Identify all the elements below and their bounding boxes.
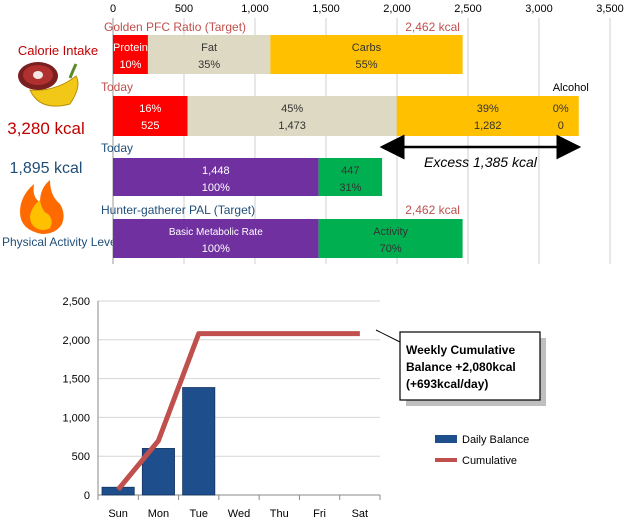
bar-segment <box>187 96 397 136</box>
bar-segment <box>113 96 188 136</box>
segment-value: 55% <box>355 59 377 71</box>
segment-value: 0 <box>558 120 564 132</box>
segment-label: 39% <box>477 103 499 115</box>
y-tick-label: 2,500 <box>62 296 90 308</box>
cumulative-line <box>116 331 360 492</box>
row-title: Golden PFC Ratio (Target) <box>104 20 246 34</box>
segment-value: 31% <box>339 182 361 194</box>
segment-value: 1,282 <box>474 120 502 132</box>
segment-label: Activity <box>373 226 408 238</box>
x-category-label: Fri <box>313 508 326 520</box>
bar-segment <box>113 219 319 258</box>
x-category-label: Wed <box>228 508 250 520</box>
x-category-label: Mon <box>148 508 169 520</box>
legend-swatch-daily <box>435 435 457 443</box>
food-icon <box>18 62 79 107</box>
bar-segment <box>147 35 271 74</box>
y-tick-label: 0 <box>84 490 90 502</box>
segment-value: 10% <box>119 59 141 71</box>
x-tick-label: 3,500 <box>596 3 624 15</box>
x-tick-label: 2,000 <box>383 3 411 15</box>
alcohol-label: Alcohol <box>553 82 589 94</box>
bar-segment <box>113 35 148 74</box>
bar-rows: Golden PFC Ratio (Target) Protein 10% Fat 35… <box>101 20 589 258</box>
callout-box: Weekly Cumulative Balance +2,080kcal (+6… <box>375 329 546 406</box>
bar-segment <box>396 96 579 136</box>
y-axis: 0 500 1,000 1,500 2,000 2,500 <box>62 296 381 502</box>
segment-label: 1,448 <box>202 165 230 177</box>
x-category-label: Sat <box>352 508 369 520</box>
segment-value: 70% <box>380 243 402 255</box>
y-tick-label: 500 <box>72 451 90 463</box>
bar-segment <box>270 35 463 74</box>
calorie-intake-value: 3,280 kcal <box>7 119 85 138</box>
x-tick-label: 500 <box>175 3 193 15</box>
segment-label: Basic Metabolic Rate <box>169 227 263 238</box>
flame-icon <box>20 180 64 234</box>
physical-activity-label: Physical Activity Level <box>2 235 119 249</box>
x-tick-label: 3,000 <box>525 3 553 15</box>
row-title: Today <box>101 80 133 94</box>
callout-line-1: Weekly Cumulative <box>406 343 515 357</box>
calorie-intake-label: Calorie Intake <box>18 43 98 58</box>
excess-label: Excess 1,385 kcal <box>424 154 538 170</box>
segment-label: Carbs <box>352 42 382 54</box>
physical-activity-line: Physical Activity Level <box>2 235 119 249</box>
y-tick-label: 1,000 <box>62 412 90 424</box>
legend: Daily Balance Cumulative <box>435 434 529 467</box>
x-category-label: Tue <box>189 508 208 520</box>
x-category-label: Thu <box>270 508 289 520</box>
x-category-label: Sun <box>108 508 128 520</box>
segment-value: 100% <box>202 182 230 194</box>
pfc-stacked-bar-chart: Calorie Intake 3,280 kcal 1,895 kcal Phy… <box>2 3 624 264</box>
segment-label: 0% <box>553 103 569 115</box>
row-total-label: 2,462 kcal <box>405 203 460 217</box>
bar-segment <box>318 219 463 258</box>
callout-line-2: Balance +2,080kcal <box>406 360 516 374</box>
x-tick-label: 0 <box>110 3 116 15</box>
row-total-label: 2,462 kcal <box>405 20 460 34</box>
bar-segment <box>318 158 383 196</box>
x-tick-label: 1,000 <box>241 3 269 15</box>
segment-value: 35% <box>198 59 220 71</box>
category-labels: Sun Mon Tue Wed Thu Fri Sat <box>108 508 368 520</box>
daily-balance-bar <box>182 387 216 496</box>
weekly-balance-chart: 0 500 1,000 1,500 2,000 2,500 Sun Mon Tue Wed Thu… <box>62 296 546 520</box>
segment-label: Fat <box>201 42 217 54</box>
segment-label: 447 <box>341 165 359 177</box>
segment-value: 525 <box>141 120 159 132</box>
x-tick-label: 2,500 <box>454 3 482 15</box>
segment-value: 100% <box>202 243 230 255</box>
legend-label-cumulative: Cumulative <box>462 455 517 467</box>
segment-label: 45% <box>281 103 303 115</box>
x-tick-label: 1,500 <box>312 3 340 15</box>
row-title: Today <box>101 141 133 155</box>
calorie-burn-value: 1,895 kcal <box>10 160 83 177</box>
cumulative-series-line <box>116 331 360 492</box>
callout-line-3: (+693kcal/day) <box>406 377 488 391</box>
legend-label-daily: Daily Balance <box>462 434 529 446</box>
segment-label: Protein <box>113 42 148 54</box>
y-tick-label: 1,500 <box>62 374 90 386</box>
row-title: Hunter-gatherer PAL (Target) <box>101 203 255 217</box>
y-tick-label: 2,000 <box>62 335 90 347</box>
bar-segment <box>113 158 319 196</box>
segment-label: 16% <box>139 103 161 115</box>
segment-value: 1,473 <box>278 120 306 132</box>
